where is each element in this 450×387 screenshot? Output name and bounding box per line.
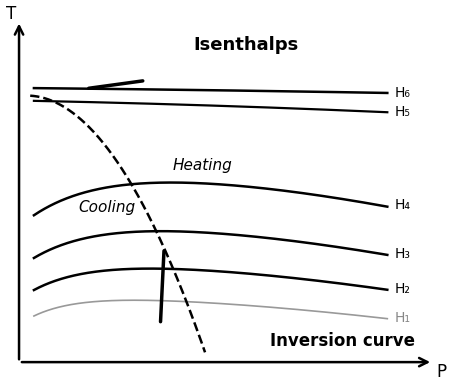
Text: Cooling: Cooling xyxy=(78,200,135,215)
Text: Heating: Heating xyxy=(172,158,232,173)
Text: H₅: H₅ xyxy=(395,105,410,119)
Text: H₂: H₂ xyxy=(395,282,410,296)
Text: H₄: H₄ xyxy=(395,198,411,212)
Text: H₁: H₁ xyxy=(395,311,411,325)
Text: H₆: H₆ xyxy=(395,86,410,100)
Text: P: P xyxy=(436,363,446,381)
Text: T: T xyxy=(6,5,16,23)
Text: Inversion curve: Inversion curve xyxy=(270,332,415,350)
Text: H₃: H₃ xyxy=(395,247,411,261)
Text: Isenthalps: Isenthalps xyxy=(194,36,298,54)
